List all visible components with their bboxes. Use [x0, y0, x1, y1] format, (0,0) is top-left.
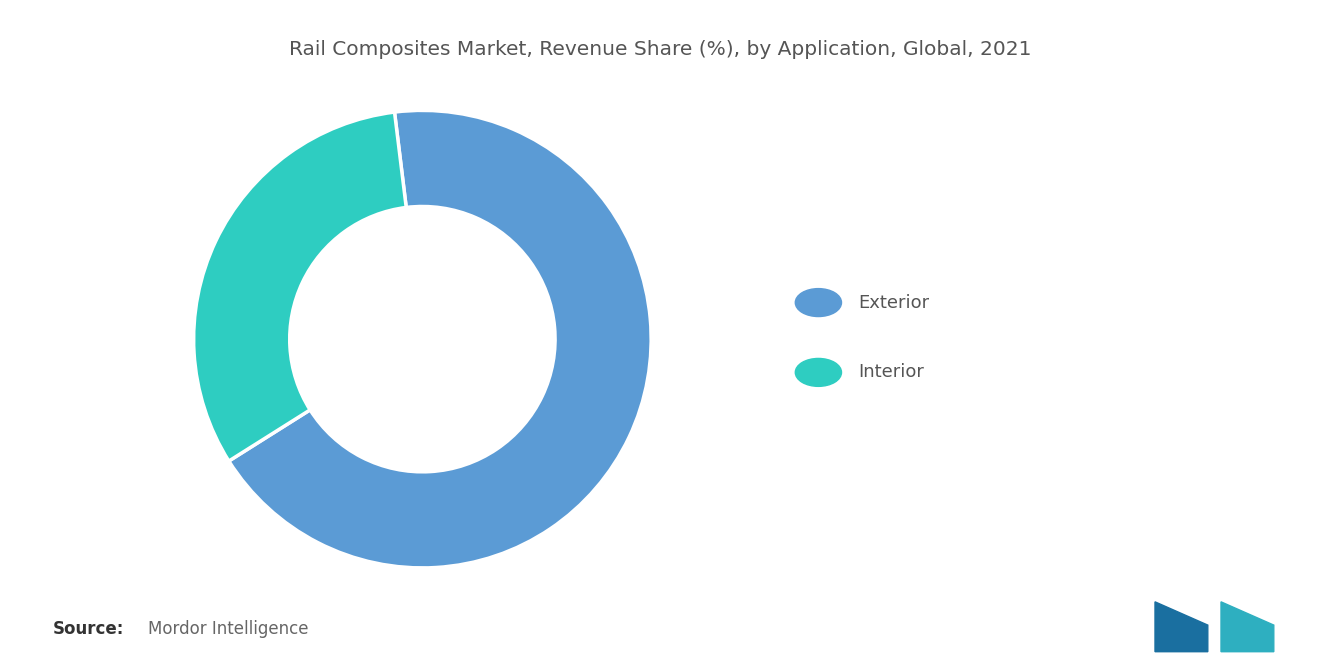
Circle shape: [795, 358, 842, 386]
Text: Interior: Interior: [858, 363, 924, 382]
Polygon shape: [1155, 602, 1208, 652]
Text: Exterior: Exterior: [858, 293, 929, 312]
Wedge shape: [194, 112, 407, 461]
Circle shape: [795, 289, 842, 317]
Wedge shape: [228, 110, 651, 568]
Text: Rail Composites Market, Revenue Share (%), by Application, Global, 2021: Rail Composites Market, Revenue Share (%…: [289, 40, 1031, 59]
Polygon shape: [1221, 602, 1274, 652]
Text: Mordor Intelligence: Mordor Intelligence: [148, 620, 309, 638]
Text: Source:: Source:: [53, 620, 124, 638]
